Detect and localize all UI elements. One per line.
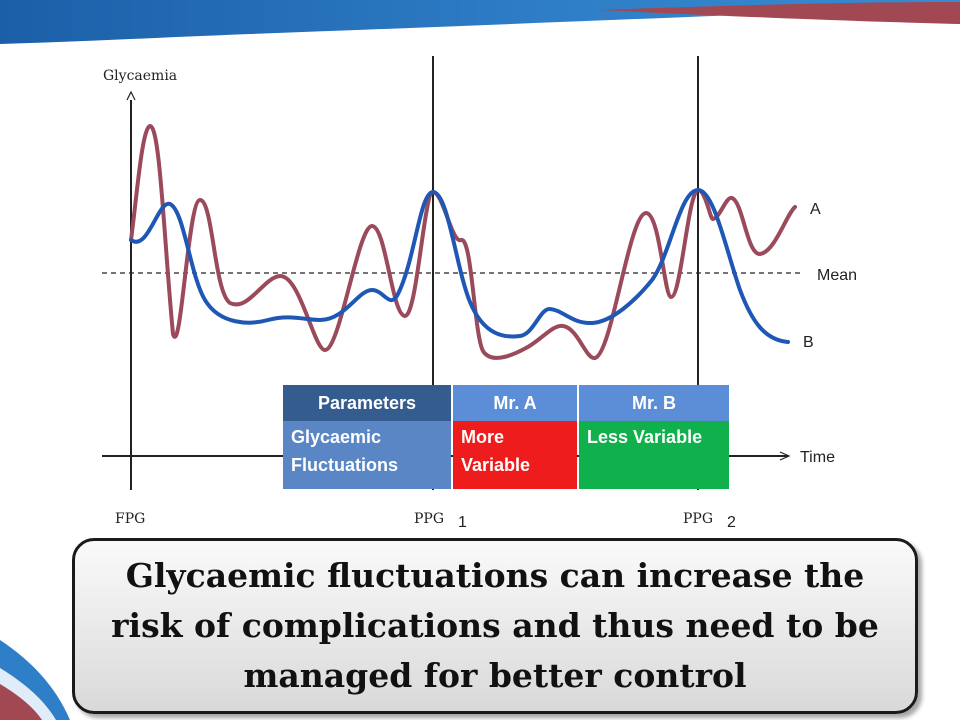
y-axis-label: Glycaemia <box>103 68 177 84</box>
cell-mr-a: More Variable <box>453 421 577 489</box>
tick-label-ppg2: PPG <box>683 511 713 527</box>
cell-parameter: Glycaemic Fluctuations <box>283 421 451 489</box>
tick-sub-ppg2: 2 <box>727 514 736 531</box>
mean-label: Mean <box>817 267 857 284</box>
cell-mr-a-line2: Variable <box>461 455 531 475</box>
x-axis-label: Time <box>800 449 835 466</box>
header-mr-b: Mr. B <box>579 385 729 421</box>
caption-text: Glycaemic fluctuations can increase the … <box>111 556 879 695</box>
y-axis <box>126 90 136 490</box>
table-row: Glycaemic Fluctuations More Variable Les… <box>283 421 729 489</box>
caption-box: Glycaemic fluctuations can increase the … <box>72 538 918 714</box>
series-b-line <box>129 187 790 344</box>
header-parameters: Parameters <box>283 385 451 421</box>
header-band <box>0 0 960 44</box>
tick-label-fpg: FPG <box>115 511 145 527</box>
comparison-table: Parameters Mr. A Mr. B Glycaemic Fluctua… <box>281 385 731 489</box>
table-header-row: Parameters Mr. A Mr. B <box>283 385 729 421</box>
series-b-label: B <box>803 334 814 351</box>
tick-label-ppg1: PPG <box>414 511 444 527</box>
series-a-line <box>129 123 797 360</box>
tick-sub-ppg1: 1 <box>458 514 467 531</box>
cell-mr-b: Less Variable <box>579 421 729 489</box>
cell-parameter-line2: Fluctuations <box>291 455 398 475</box>
header-mr-a: Mr. A <box>453 385 577 421</box>
series-a-label: A <box>810 201 821 218</box>
cell-mr-a-line1: More <box>461 427 505 447</box>
cell-mr-b-line1: Less Variable <box>587 427 703 447</box>
cell-parameter-line1: Glycaemic <box>291 427 382 447</box>
footer-swoosh <box>0 640 70 720</box>
